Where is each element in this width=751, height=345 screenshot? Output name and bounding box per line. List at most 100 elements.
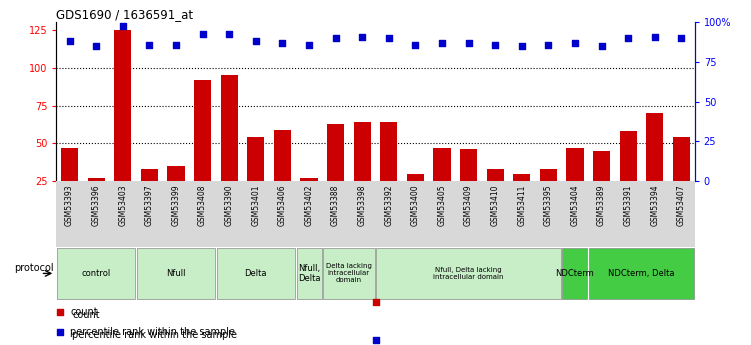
Point: [90, 43, 102, 49]
FancyBboxPatch shape: [641, 181, 668, 247]
FancyBboxPatch shape: [482, 181, 508, 247]
FancyBboxPatch shape: [589, 248, 694, 298]
Bar: [513, 174, 530, 219]
Point: [436, 40, 448, 46]
Text: GDS1690 / 1636591_at: GDS1690 / 1636591_at: [56, 8, 194, 21]
Point: [330, 36, 342, 41]
FancyBboxPatch shape: [562, 181, 588, 247]
Text: GSM53397: GSM53397: [145, 184, 154, 226]
Text: NDCterm: NDCterm: [556, 269, 594, 278]
Point: [117, 23, 129, 28]
Text: percentile rank within the sample: percentile rank within the sample: [72, 331, 237, 340]
Point: [383, 36, 395, 41]
FancyBboxPatch shape: [137, 248, 215, 298]
Point: [53, 330, 65, 335]
FancyBboxPatch shape: [508, 181, 535, 247]
Text: Delta lacking
intracellular
domain: Delta lacking intracellular domain: [326, 264, 372, 283]
FancyBboxPatch shape: [243, 181, 269, 247]
Text: GSM53399: GSM53399: [171, 184, 180, 226]
Bar: [673, 137, 690, 219]
Text: percentile rank within the sample: percentile rank within the sample: [71, 327, 235, 337]
Text: GSM53389: GSM53389: [597, 184, 606, 226]
Text: GSM53404: GSM53404: [571, 184, 580, 226]
Point: [223, 31, 235, 36]
Bar: [433, 148, 451, 219]
Point: [409, 42, 421, 47]
FancyBboxPatch shape: [269, 181, 296, 247]
Bar: [646, 113, 663, 219]
Point: [675, 36, 687, 41]
FancyBboxPatch shape: [83, 181, 110, 247]
Text: GSM53408: GSM53408: [198, 184, 207, 226]
Point: [303, 42, 315, 47]
Point: [64, 39, 76, 44]
FancyBboxPatch shape: [57, 248, 135, 298]
Point: [197, 31, 209, 36]
FancyBboxPatch shape: [668, 181, 695, 247]
Text: GSM53406: GSM53406: [278, 184, 287, 226]
Text: GSM53395: GSM53395: [544, 184, 553, 226]
Bar: [327, 124, 344, 219]
Text: GSM53407: GSM53407: [677, 184, 686, 226]
FancyBboxPatch shape: [217, 248, 295, 298]
Point: [369, 337, 382, 343]
Text: GSM53398: GSM53398: [357, 184, 366, 226]
Bar: [114, 30, 131, 219]
Bar: [167, 166, 185, 219]
Bar: [300, 178, 318, 219]
FancyBboxPatch shape: [535, 181, 562, 247]
Text: GSM53390: GSM53390: [225, 184, 234, 226]
Text: GSM53403: GSM53403: [119, 184, 128, 226]
Text: Nfull: Nfull: [166, 269, 185, 278]
Point: [53, 309, 65, 315]
Bar: [61, 148, 78, 219]
Text: count: count: [72, 310, 100, 319]
FancyBboxPatch shape: [562, 248, 587, 298]
Text: Nfull,
Delta: Nfull, Delta: [297, 264, 320, 283]
FancyBboxPatch shape: [323, 248, 375, 298]
FancyBboxPatch shape: [376, 181, 402, 247]
Point: [649, 34, 661, 39]
FancyBboxPatch shape: [56, 181, 83, 247]
Bar: [460, 149, 477, 219]
Bar: [221, 75, 238, 219]
Text: protocol: protocol: [14, 263, 54, 273]
FancyBboxPatch shape: [376, 248, 561, 298]
Point: [542, 42, 554, 47]
Text: control: control: [82, 269, 111, 278]
Text: GSM53410: GSM53410: [490, 184, 499, 226]
FancyBboxPatch shape: [136, 181, 163, 247]
Text: GSM53409: GSM53409: [464, 184, 473, 226]
Text: GSM53393: GSM53393: [65, 184, 74, 226]
Point: [596, 43, 608, 49]
FancyBboxPatch shape: [297, 248, 321, 298]
FancyBboxPatch shape: [163, 181, 189, 247]
Point: [489, 42, 501, 47]
FancyBboxPatch shape: [402, 181, 429, 247]
Text: GSM53394: GSM53394: [650, 184, 659, 226]
Text: GSM53411: GSM53411: [517, 184, 526, 226]
Bar: [487, 169, 504, 219]
Text: GSM53391: GSM53391: [623, 184, 632, 226]
FancyBboxPatch shape: [455, 181, 482, 247]
FancyBboxPatch shape: [429, 181, 455, 247]
Bar: [540, 169, 557, 219]
Text: GSM53402: GSM53402: [304, 184, 313, 226]
Text: GSM53392: GSM53392: [385, 184, 394, 226]
Point: [143, 42, 155, 47]
Text: GSM53400: GSM53400: [411, 184, 420, 226]
Point: [170, 42, 182, 47]
Text: GSM53401: GSM53401: [252, 184, 261, 226]
Bar: [380, 122, 397, 219]
FancyBboxPatch shape: [216, 181, 243, 247]
Point: [516, 43, 528, 49]
Bar: [88, 178, 105, 219]
Text: count: count: [71, 307, 98, 317]
Point: [356, 34, 368, 39]
Bar: [247, 137, 264, 219]
Point: [622, 36, 634, 41]
Text: Delta: Delta: [245, 269, 267, 278]
Bar: [194, 80, 211, 219]
Bar: [140, 169, 158, 219]
Bar: [593, 151, 611, 219]
